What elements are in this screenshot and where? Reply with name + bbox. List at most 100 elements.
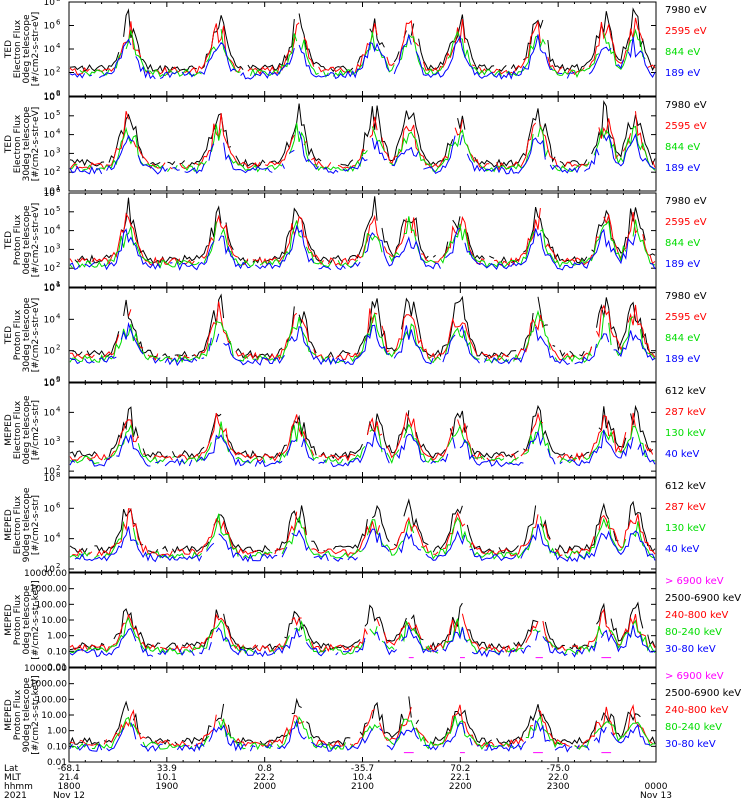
- y-axis-label-line: [#/cm2-s-str-eV]: [31, 12, 41, 87]
- time-axis-value: 22.0: [548, 773, 568, 783]
- y-tick-exponent: 4: [56, 42, 61, 50]
- y-tick-label: 10: [44, 379, 56, 389]
- plot-frame: [68, 192, 657, 288]
- y-tick-exponent: 6: [56, 19, 61, 27]
- y-axis-label-line: 90deg telescope: [22, 487, 32, 562]
- time-axis-value: 21.4: [59, 773, 79, 783]
- y-tick-label: 0.01: [47, 663, 67, 673]
- y-tick-label: 10: [44, 149, 56, 159]
- series-trace: [72, 293, 656, 359]
- y-tick-exponent: 8: [56, 0, 60, 3]
- y-tick-label: 10: [44, 227, 56, 237]
- time-axis-value: -75.0: [547, 764, 571, 774]
- y-tick-exponent: 4: [56, 128, 61, 136]
- y-tick-label: 10: [44, 474, 56, 484]
- y-tick-exponent: 2: [56, 344, 60, 352]
- y-axis-label-line: Electron Flux: [13, 400, 23, 459]
- y-axis-label-line: Proton Flux: [13, 309, 23, 360]
- y-tick-label: 10: [44, 264, 56, 274]
- y-tick-base: 10: [44, 227, 56, 237]
- y-tick-exponent: 6: [56, 90, 61, 98]
- y-axis-label-line: Proton Flux: [13, 594, 23, 645]
- y-tick-base: 10: [44, 264, 56, 274]
- legend-entry: 130 keV: [665, 428, 706, 439]
- y-axis-label-line: [#/cm2-s-str-eV]: [31, 298, 41, 373]
- legend-entry: 30-80 keV: [665, 644, 716, 655]
- legend-entry: 189 eV: [665, 354, 700, 365]
- series-trace: [69, 122, 656, 173]
- y-tick-base: 10: [44, 45, 56, 55]
- y-axis-label-line: MEPED: [4, 604, 14, 636]
- series-trace: [69, 111, 656, 171]
- y-axis-label-line: [#/cm2-s-str]: [31, 495, 41, 555]
- plot-frame: [68, 287, 657, 383]
- y-tick-base: 10: [44, 283, 56, 293]
- y-tick-label: 10: [44, 93, 56, 103]
- legend-entry: 844 eV: [665, 333, 700, 344]
- y-tick-label: 1.00: [47, 632, 67, 642]
- y-axis-label-line: [#/cm2-s-str-keV]: [31, 675, 41, 754]
- y-tick-exponent: 6: [56, 501, 61, 509]
- series-trace: [69, 7, 656, 74]
- y-tick-exponent: 6: [56, 281, 61, 289]
- legend-entry: 2595 eV: [665, 217, 707, 228]
- series-trace: [74, 196, 656, 265]
- y-tick-label: 10: [44, 565, 56, 575]
- y-axis-label-line: TED: [4, 326, 14, 345]
- time-axis-value: -35.7: [351, 764, 374, 774]
- y-tick-label: 10: [44, 131, 56, 141]
- time-axis-value: 0.8: [258, 764, 273, 774]
- y-tick-label: 10: [44, 69, 56, 79]
- y-tick-base: 10: [44, 168, 56, 178]
- y-tick-exponent: 5: [56, 205, 60, 213]
- legend-entry: 7980 eV: [665, 291, 707, 302]
- y-tick-base: 10: [44, 378, 56, 388]
- y-tick-base: 10: [44, 504, 56, 514]
- legend-entry: 2595 eV: [665, 312, 707, 323]
- time-axis-value: 1900: [155, 782, 178, 792]
- y-tick-label: 10: [44, 535, 56, 545]
- y-tick-label: 10: [44, 22, 56, 32]
- y-tick-base: 10: [44, 69, 56, 79]
- time-axis-value: -68.1: [57, 764, 80, 774]
- y-tick-label: 0.10: [47, 742, 67, 752]
- time-axis-value: 22.1: [450, 773, 470, 783]
- y-tick-label: 100.00: [36, 600, 68, 610]
- series-trace: [69, 429, 656, 468]
- series-trace: [69, 309, 656, 364]
- y-tick-base: 10: [44, 93, 56, 103]
- y-axis-label-line: [#/cm2-s-str]: [31, 400, 41, 460]
- y-tick-exponent: 1: [56, 280, 60, 288]
- series-trace: [69, 513, 656, 560]
- y-tick-label: 10: [44, 315, 56, 325]
- legend-entry: 287 keV: [665, 502, 706, 513]
- y-tick-label: 1000.00: [30, 680, 67, 690]
- y-axis-label-line: [#/cm2-s-str-keV]: [31, 580, 41, 659]
- y-tick-base: 10: [44, 408, 56, 418]
- time-axis-value: 2300: [547, 782, 570, 792]
- y-axis-label-line: MEPED: [4, 414, 14, 446]
- y-tick-label: 10: [44, 438, 56, 448]
- time-axis-row-label: MLT: [4, 773, 22, 783]
- plot-frame: [68, 572, 657, 668]
- series-trace: [69, 608, 656, 654]
- y-tick-exponent: 2: [56, 66, 60, 74]
- y-tick-base: 10: [44, 535, 56, 545]
- time-axis-value: Nov 13: [640, 791, 672, 800]
- legend-entry: 2595 eV: [665, 26, 707, 37]
- legend-entry: 844 eV: [665, 142, 700, 153]
- y-tick-label: 10: [44, 92, 56, 102]
- legend-entry: 130 keV: [665, 523, 706, 534]
- y-tick-label: 0.01: [47, 758, 67, 768]
- y-tick-exponent: 4: [56, 532, 61, 540]
- y-axis-label-line: [#/cm2-s-str-eV]: [31, 203, 41, 278]
- y-tick-base: 10: [44, 379, 56, 389]
- y-tick-label: 10: [44, 208, 56, 218]
- y-tick-label: 10000.00: [24, 664, 67, 674]
- y-axis-label-line: [#/cm2-s-str-eV]: [31, 107, 41, 182]
- y-tick-exponent: 3: [56, 242, 60, 250]
